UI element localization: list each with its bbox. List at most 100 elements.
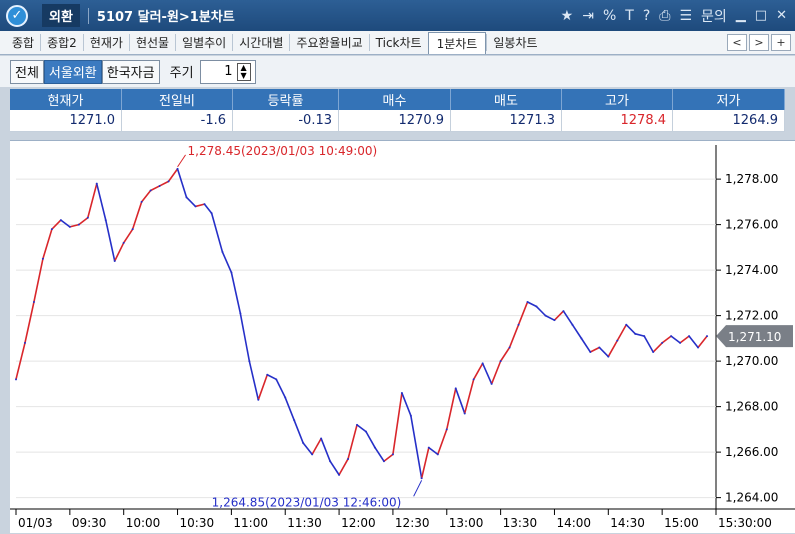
data-point (230, 271, 233, 274)
close-icon[interactable]: ✕ (776, 8, 787, 23)
data-point (652, 351, 655, 354)
tab-daily-trend[interactable]: 일별추이 (175, 34, 232, 51)
title-bar: ✓ 외환 5107 달러-원>1분차트 ★ ⇥ % T ? ⎙ ☰ 문의 ▁ □… (0, 0, 795, 31)
help-icon[interactable]: ? (642, 7, 651, 24)
data-point (95, 182, 98, 185)
data-point (149, 189, 152, 192)
data-point (544, 314, 547, 317)
globe-check-icon[interactable]: ✓ (6, 4, 28, 27)
market-badge[interactable]: 외환 (42, 4, 80, 27)
price-segment (580, 337, 592, 353)
price-segment (87, 183, 98, 219)
data-point (625, 323, 628, 326)
segment-korea-money[interactable]: 한국자금 (101, 59, 160, 84)
data-point (598, 346, 601, 349)
export-icon[interactable]: ⇥ (582, 7, 594, 24)
tab-summary[interactable]: 종합 (12, 36, 35, 50)
y-tick-label: 1,274.00 (725, 263, 778, 277)
tab-next-button[interactable]: > (749, 34, 769, 51)
period-spinner[interactable]: ▲ ▼ (236, 62, 251, 81)
minute-chart[interactable]: 1,278.00 1,276.00 1,274.00 1,272.00 1,270.00… (10, 140, 795, 533)
tab-rate-compare[interactable]: 주요환율비교 (289, 34, 368, 51)
tab-daily-chart[interactable]: 일봉차트 (486, 34, 543, 51)
data-point (311, 453, 314, 456)
data-point (472, 378, 475, 381)
current-price-label: 1,271.10 (728, 330, 781, 344)
text-icon[interactable]: T (625, 7, 634, 24)
data-point (481, 362, 484, 365)
tab-current-price[interactable]: 현재가 (82, 34, 129, 51)
data-point (436, 453, 439, 456)
print-icon[interactable]: ⎙ (659, 7, 671, 24)
y-tick-label: 1,270.00 (725, 354, 778, 368)
star-icon[interactable]: ★ (560, 7, 574, 24)
link-icon[interactable]: % (602, 7, 617, 24)
data-point (490, 382, 493, 385)
data-point (356, 423, 359, 426)
data-point (463, 412, 466, 415)
x-tick-label: 12:30 (395, 516, 430, 530)
price-segment (176, 168, 188, 198)
high-arrow (177, 154, 186, 168)
price-segment (69, 223, 80, 228)
minimize-icon[interactable]: ▁ (735, 8, 746, 23)
data-point (526, 300, 529, 303)
maximize-icon[interactable]: □ (754, 8, 768, 23)
data-point (365, 430, 367, 433)
price-segment (374, 447, 385, 462)
data-point (320, 437, 323, 440)
tab-hourly[interactable]: 시간대별 (232, 34, 289, 51)
header-change: 전일비 (122, 89, 233, 110)
price-segment (167, 168, 179, 182)
chart-svg: 1,278.00 1,276.00 1,274.00 1,272.00 1,270.00… (10, 144, 795, 530)
title-toolbar: ★ ⇥ % T ? ⎙ ☰ 문의 ▁ □ ✕ (561, 6, 795, 26)
price-segment (329, 460, 340, 476)
data-point (454, 387, 457, 390)
price-segment (445, 388, 457, 430)
tab-summary2[interactable]: 종합2 (40, 34, 83, 51)
price-segment (481, 363, 493, 385)
price-segment (159, 180, 169, 187)
data-point (427, 446, 430, 449)
tab-add-button[interactable]: + (771, 34, 791, 51)
tab-spot-futures[interactable]: 현선물 (128, 34, 175, 51)
x-tick-label: 11:00 (233, 516, 268, 530)
price-segment (527, 301, 537, 308)
data-point (634, 332, 637, 335)
y-tick-label: 1,268.00 (725, 400, 778, 414)
tab-tick-chart[interactable]: Tick차트 (368, 34, 428, 51)
price-segment (275, 378, 286, 398)
divider (87, 7, 89, 24)
price-segment (535, 305, 547, 317)
data-point (643, 335, 646, 338)
x-tick-label: 14:30 (610, 516, 645, 530)
price-segment (562, 310, 574, 326)
segment-seoul-fx[interactable]: 서울외환 (43, 59, 102, 84)
x-tick-label: 15:30:00 (718, 516, 772, 530)
tab-prev-button[interactable]: < (727, 34, 747, 51)
period-label: 주기 (169, 66, 194, 81)
data-point (400, 391, 403, 394)
data-point (661, 341, 664, 344)
price-segment (589, 346, 600, 353)
x-tick-label: 11:30 (287, 516, 322, 530)
price-segment (284, 397, 295, 421)
price-segment (697, 335, 708, 348)
data-point (104, 219, 107, 222)
value-low: 1264.9 (673, 110, 785, 132)
list-icon[interactable]: ☰ (679, 7, 693, 24)
data-point (77, 223, 80, 226)
segment-all[interactable]: 전체 (10, 59, 44, 84)
data-point (607, 355, 610, 358)
tab-nav: < > + (727, 34, 795, 51)
price-segment (239, 313, 251, 362)
period-input[interactable]: 1 ▲ ▼ (199, 59, 256, 84)
tab-1min-chart[interactable]: 1분차트 (427, 31, 487, 54)
header-change-rate: 등락률 (233, 89, 339, 110)
quote-table: 현재가 전일비 등락률 매수 매도 고가 저가 1271.0 -1.6 -0.1… (10, 89, 785, 132)
price-segment (616, 324, 627, 342)
inquiry-button[interactable]: 문의 (701, 8, 727, 25)
data-point (293, 419, 296, 422)
data-point (176, 167, 179, 170)
data-point (409, 414, 412, 417)
